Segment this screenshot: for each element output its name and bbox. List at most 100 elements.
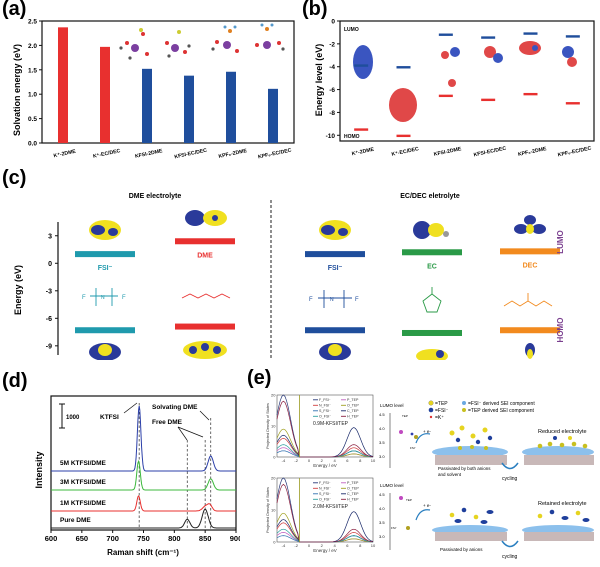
series-label: 3M KTFSI/DME bbox=[60, 479, 107, 486]
ylabel-c: Energy (eV) bbox=[13, 265, 23, 315]
ytick-label-b: -6 bbox=[329, 87, 335, 94]
side-label-homo: HOMO bbox=[556, 318, 565, 343]
pdos-line bbox=[276, 400, 374, 458]
xtick-label-a: KFSI-EC/DEC bbox=[174, 148, 208, 160]
chart-b: Energy level (eV) 0 -2 -4 -6 -8 -10 LUMO HOMO… bbox=[314, 19, 595, 159]
xtick-label-e: 10 bbox=[371, 543, 376, 548]
legend-label: C_TEP bbox=[347, 492, 359, 496]
xtick-label-a: KPF₆-2DME bbox=[218, 148, 248, 160]
legend-label: H_TEP bbox=[347, 498, 359, 502]
series-label: 1M KTFSI/DME bbox=[60, 500, 107, 507]
lumo-level-bar bbox=[402, 249, 462, 256]
xtick-label-a: KPF₆-EC/DEC bbox=[258, 147, 293, 160]
panel-label-e: (e) bbox=[247, 367, 272, 389]
annotation-ktfsi: KTFSI bbox=[100, 414, 119, 421]
ytick-label-a: 2.0 bbox=[28, 43, 37, 50]
xtick-label-d: 600 bbox=[45, 534, 58, 543]
legend-label: P_TEP bbox=[347, 398, 359, 402]
xtick-label-a: K⁺-EC/DEC bbox=[93, 148, 122, 160]
ytick-label-c: -6 bbox=[46, 316, 52, 323]
xtick-label-e: -4 bbox=[282, 458, 286, 463]
ytick-label-b: -2 bbox=[329, 41, 335, 48]
lumo-level-panel-2: LUMO level 4.5 4.0 3.5 3.0 TEP FSI⁻ bbox=[379, 483, 412, 550]
legend-label: N_FSI⁻ bbox=[319, 404, 331, 408]
svg-text:N: N bbox=[330, 297, 334, 303]
bar bbox=[268, 88, 278, 143]
scheme-key: =TEP =FSI⁻ =K⁺ =FSI⁻ derived SEI compone… bbox=[428, 400, 535, 421]
lumo-level-bar bbox=[175, 238, 235, 245]
svg-text:=TEP derived SEI component: =TEP derived SEI component bbox=[468, 408, 535, 414]
legend-label: H_TEP bbox=[347, 415, 359, 419]
ytick-label-e: 20 bbox=[271, 476, 276, 481]
homo-level-bar bbox=[175, 323, 235, 330]
lumo-level-mark bbox=[565, 35, 580, 38]
svg-text:4.0: 4.0 bbox=[379, 426, 385, 431]
panel-label-a: (a) bbox=[2, 0, 27, 20]
lumo-level-mark bbox=[354, 64, 369, 67]
ytick-label-e: 10 bbox=[271, 508, 276, 513]
svg-text:F: F bbox=[122, 295, 126, 301]
dme-structure-icon bbox=[181, 293, 231, 299]
orbital-isosurface-icons bbox=[89, 210, 546, 360]
svg-text:3.5: 3.5 bbox=[379, 440, 385, 445]
fsi-structure-icon-2: F FN bbox=[309, 290, 359, 308]
homo-level-bar bbox=[402, 329, 462, 336]
xtick-label-e: 8 bbox=[359, 543, 362, 548]
svg-text:F: F bbox=[82, 295, 86, 301]
xtick-label-d: 750 bbox=[137, 534, 150, 543]
ytick-label-c: -9 bbox=[46, 343, 52, 350]
svg-text:F: F bbox=[355, 297, 359, 303]
group-title-dme: DME electrolyte bbox=[129, 193, 182, 200]
svg-text:3.0: 3.0 bbox=[379, 534, 385, 539]
xtick-label-e: -2 bbox=[294, 543, 298, 548]
ytick-label-a: 1.5 bbox=[28, 67, 37, 74]
ytick-label-b: -4 bbox=[329, 64, 335, 71]
svg-text:3.0: 3.0 bbox=[379, 454, 385, 459]
svg-text:and solvent: and solvent bbox=[438, 472, 462, 477]
bar bbox=[100, 46, 110, 143]
homo-level-mark bbox=[481, 98, 496, 102]
svg-text:F: F bbox=[309, 297, 313, 303]
subplot-label: 0.9M-KFSI/TEP bbox=[313, 421, 349, 427]
legend-label: O_FSI⁻ bbox=[319, 498, 331, 502]
xtick-label-b: KFSI-EC/DEC bbox=[473, 146, 507, 159]
chart-d: Intensity 1000 Pure DME 1M KTFSI/DME 3M KT… bbox=[34, 395, 240, 557]
lumo-level-panel-1: LUMO level 4.5 4.0 3.5 3.0 TEP FSI⁻ bbox=[379, 403, 418, 468]
ytick-label-e: 0 bbox=[273, 540, 276, 545]
legend-label: S_FSI⁻ bbox=[319, 409, 331, 413]
xlabel-e: Energy / eV bbox=[313, 548, 337, 553]
xtick-label-e: 2 bbox=[321, 458, 324, 463]
ytick-label-e: 10 bbox=[271, 424, 276, 429]
lumo-level-bar bbox=[500, 248, 560, 255]
ytick-label-a: 0.5 bbox=[28, 116, 37, 123]
ytick-label-e: 20 bbox=[271, 393, 276, 398]
ytick-label-b: -8 bbox=[329, 110, 335, 117]
svg-text:3.5: 3.5 bbox=[379, 520, 385, 525]
scale-bar-label: 1000 bbox=[66, 415, 80, 421]
annotation-solvating-dme: Solvating DME bbox=[152, 404, 198, 411]
svg-text:Reduced electrolyte: Reduced electrolyte bbox=[538, 429, 587, 435]
svg-text:4.0: 4.0 bbox=[379, 506, 385, 511]
molecule-name: EC bbox=[427, 263, 437, 270]
molecule-name: DEC bbox=[523, 262, 538, 269]
lumo-level-mark bbox=[396, 66, 411, 69]
lumo-annotation: LUMO bbox=[344, 27, 359, 33]
legend-label: F_FSI⁻ bbox=[319, 398, 331, 402]
xtick-label-e: 6 bbox=[346, 458, 349, 463]
svg-text:LUMO level: LUMO level bbox=[380, 483, 404, 488]
svg-text:Passivated by anions: Passivated by anions bbox=[440, 547, 483, 552]
xtick-label-a: K⁺-2DME bbox=[53, 149, 77, 160]
svg-text:LUMO level: LUMO level bbox=[380, 403, 404, 408]
ytick-label-e: 0 bbox=[273, 455, 276, 460]
spectrum-line bbox=[51, 405, 236, 472]
side-label-lumo: LUMO bbox=[556, 230, 565, 254]
legend-label: N_FSI⁻ bbox=[319, 487, 331, 491]
xtick-label-a: KFSI-2DME bbox=[134, 148, 163, 160]
xtick-label-e: 4 bbox=[333, 458, 336, 463]
xtick-label-d: 800 bbox=[168, 534, 181, 543]
ytick-label-a: 2.5 bbox=[28, 19, 37, 26]
xtick-label-e: 2 bbox=[321, 543, 324, 548]
chart-a: Solvation energy (eV) 0.0 0.5 1.0 1.5 2.0 2.5… bbox=[12, 19, 295, 160]
bar bbox=[58, 27, 68, 143]
